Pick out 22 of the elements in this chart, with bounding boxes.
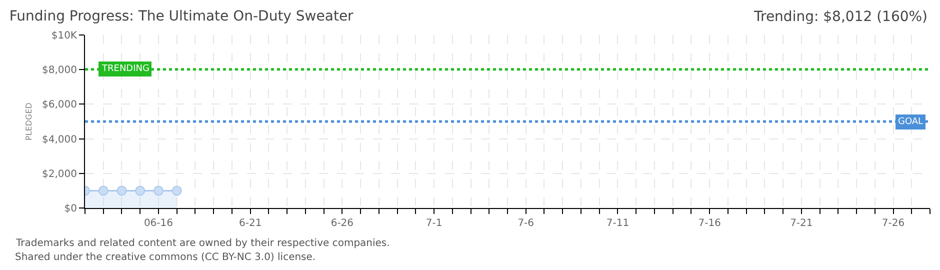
- chart-title: Funding Progress: The Ultimate On-Duty Sweater: [9, 8, 354, 25]
- text: Trademarks and related content are owned by their respective companies.: [15, 238, 390, 249]
- x-tick-label: 7-6: [518, 218, 534, 229]
- y-axis-title: PLEDGED: [24, 102, 34, 140]
- x-tick-label: 7-26: [882, 218, 905, 229]
- y-tick-label: $2,000: [42, 168, 77, 180]
- x-tick-label: 6-26: [330, 218, 354, 229]
- text: Shared under the creative commons (CC BY-NC 3.0) license.: [15, 252, 316, 263]
- x-tick-label: 7-1: [426, 218, 442, 229]
- x-tick-label: 6-21: [238, 218, 262, 229]
- ref-line-label: TRENDING: [101, 64, 150, 74]
- y-tick-label: $10K: [51, 30, 78, 42]
- y-tick-label: $4,000: [42, 134, 77, 146]
- y-tick-label: $6,000: [42, 100, 77, 111]
- chart-subtitle: Trending: $8,012 (160%): [753, 9, 928, 25]
- ref-line-label: GOAL: [898, 117, 924, 127]
- y-tick-label: $8,000: [42, 65, 77, 76]
- x-tick-label: 7-11: [606, 218, 630, 229]
- y-tick-label: $0: [64, 204, 77, 214]
- x-tick-label: 06-16: [144, 218, 174, 229]
- x-tick-label: 7-16: [698, 218, 721, 229]
- x-tick-label: 7-21: [790, 218, 813, 229]
